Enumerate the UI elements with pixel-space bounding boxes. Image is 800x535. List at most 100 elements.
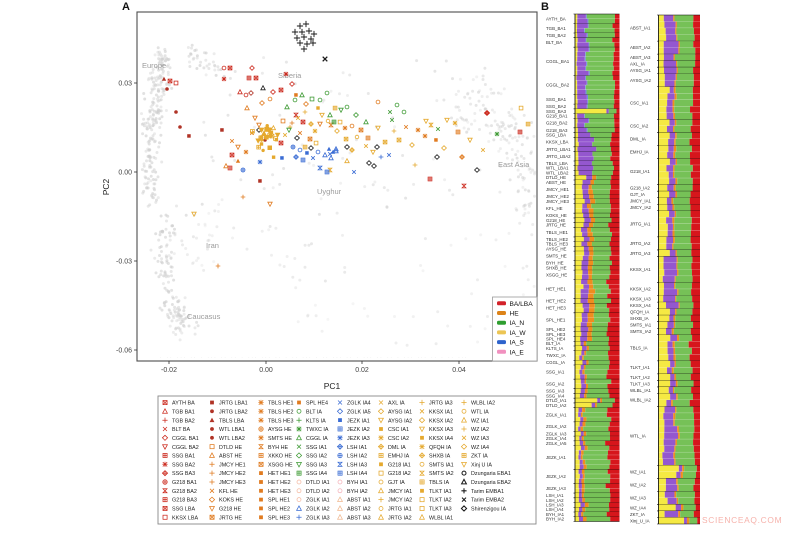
svg-text:JMCY IA1: JMCY IA1 bbox=[388, 489, 412, 495]
svg-text:KKSX IA1: KKSX IA1 bbox=[429, 409, 453, 415]
svg-text:-0.03: -0.03 bbox=[116, 258, 132, 265]
svg-text:G218 BA3: G218 BA3 bbox=[172, 498, 197, 504]
svg-text:SPL_HE2: SPL_HE2 bbox=[546, 327, 566, 332]
svg-text:BLT_BA: BLT_BA bbox=[546, 40, 562, 45]
svg-text:SPL HE2: SPL HE2 bbox=[268, 507, 290, 513]
svg-text:XKKO HE: XKKO HE bbox=[268, 454, 292, 460]
svg-text:KKSX_IA4: KKSX_IA4 bbox=[630, 303, 651, 308]
svg-text:TLKT_IA1: TLKT_IA1 bbox=[630, 365, 650, 370]
svg-text:G218_BA3: G218_BA3 bbox=[546, 128, 568, 133]
svg-text:JEZK IA1: JEZK IA1 bbox=[347, 418, 370, 424]
svg-text:XSGG HE: XSGG HE bbox=[268, 462, 293, 468]
svg-text:SSG BA3: SSG BA3 bbox=[172, 471, 195, 477]
svg-text:AYSG HE: AYSG HE bbox=[268, 427, 292, 433]
svg-text:G218_HE: G218_HE bbox=[546, 218, 565, 223]
svg-text:JRTG LBA2: JRTG LBA2 bbox=[219, 409, 248, 415]
svg-text:TBLS_HE1: TBLS_HE1 bbox=[546, 230, 569, 235]
svg-text:SSG BA2: SSG BA2 bbox=[172, 462, 195, 468]
svg-text:DTLD_HE: DTLD_HE bbox=[546, 175, 566, 180]
svg-text:TGB BA1: TGB BA1 bbox=[172, 409, 195, 415]
svg-text:BYH_IA2: BYH_IA2 bbox=[546, 517, 565, 522]
svg-text:Xinj_U_IA: Xinj_U_IA bbox=[630, 518, 650, 523]
svg-text:CGGL IA: CGGL IA bbox=[306, 436, 328, 442]
svg-text:PC1: PC1 bbox=[324, 381, 341, 391]
svg-text:Europe: Europe bbox=[142, 61, 166, 70]
svg-text:SSG LBA: SSG LBA bbox=[172, 507, 195, 513]
svg-text:SSG_IA4: SSG_IA4 bbox=[546, 393, 565, 398]
svg-text:BYH_HE: BYH_HE bbox=[546, 261, 564, 266]
svg-text:TBLS LBA: TBLS LBA bbox=[219, 418, 245, 424]
svg-text:IA_E: IA_E bbox=[510, 349, 525, 356]
svg-text:KLTS_IA: KLTS_IA bbox=[546, 346, 563, 351]
svg-text:ABST IA3: ABST IA3 bbox=[347, 515, 371, 521]
svg-text:SPL_HE1: SPL_HE1 bbox=[546, 318, 566, 323]
svg-text:SCIENCEAQ.COM: SCIENCEAQ.COM bbox=[702, 515, 782, 525]
svg-text:HET_HE3: HET_HE3 bbox=[546, 306, 566, 311]
svg-text:JMCY HE1: JMCY HE1 bbox=[219, 462, 246, 468]
svg-text:KFL_HE: KFL_HE bbox=[546, 206, 563, 211]
svg-text:LSH_IA3: LSH_IA3 bbox=[546, 503, 564, 508]
svg-text:DTLD IA1: DTLD IA1 bbox=[306, 480, 330, 486]
svg-text:TBLS_IA: TBLS_IA bbox=[630, 345, 648, 350]
svg-text:HET HE1: HET HE1 bbox=[268, 471, 291, 477]
svg-text:WZ_IA3: WZ_IA3 bbox=[630, 496, 646, 501]
svg-text:SSG BA1: SSG BA1 bbox=[172, 454, 195, 460]
svg-text:ZGLK_IA4: ZGLK_IA4 bbox=[546, 436, 567, 441]
svg-text:KOKS_HE: KOKS_HE bbox=[546, 213, 567, 218]
svg-text:JRTG_IA3: JRTG_IA3 bbox=[630, 251, 651, 256]
svg-text:IA_N: IA_N bbox=[510, 320, 525, 327]
svg-text:SMTS IA1: SMTS IA1 bbox=[429, 462, 454, 468]
svg-text:JEZK_IA2: JEZK_IA2 bbox=[546, 474, 566, 479]
svg-text:ZKT_IA: ZKT_IA bbox=[630, 512, 645, 517]
svg-text:SSG IA4: SSG IA4 bbox=[306, 471, 327, 477]
svg-text:G218 IA2: G218 IA2 bbox=[388, 471, 411, 477]
svg-text:SPL HE4: SPL HE4 bbox=[306, 401, 328, 407]
svg-text:SPL HE1: SPL HE1 bbox=[268, 498, 290, 504]
svg-text:CSC_IA2: CSC_IA2 bbox=[630, 124, 649, 129]
svg-text:XSGG_HE: XSGG_HE bbox=[546, 273, 567, 278]
svg-text:AXL IA: AXL IA bbox=[388, 401, 405, 407]
svg-text:AYTH BA: AYTH BA bbox=[172, 401, 195, 407]
svg-text:SPL HE3: SPL HE3 bbox=[268, 515, 290, 521]
svg-text:JRTG IA2: JRTG IA2 bbox=[388, 515, 412, 521]
svg-text:BLT_IA: BLT_IA bbox=[546, 341, 560, 346]
svg-text:SSG_IA2: SSG_IA2 bbox=[546, 382, 565, 387]
svg-text:ABST_IA1: ABST_IA1 bbox=[630, 26, 651, 31]
svg-text:SSG_IA1: SSG_IA1 bbox=[546, 370, 565, 375]
svg-text:ZKT IA: ZKT IA bbox=[471, 454, 488, 460]
svg-text:JRTG LBA1: JRTG LBA1 bbox=[219, 401, 248, 407]
svg-text:KLTS IA: KLTS IA bbox=[306, 418, 326, 424]
svg-text:TBLS IA: TBLS IA bbox=[429, 480, 449, 486]
svg-text:JMCY_HE1: JMCY_HE1 bbox=[546, 187, 569, 192]
svg-text:ZGLK IA1: ZGLK IA1 bbox=[306, 498, 330, 504]
svg-text:JMCY_HE3: JMCY_HE3 bbox=[546, 199, 569, 204]
svg-text:WZ_IA1: WZ_IA1 bbox=[630, 469, 646, 474]
svg-text:KKSX LBA: KKSX LBA bbox=[172, 515, 198, 521]
svg-text:SHXB_HE: SHXB_HE bbox=[546, 265, 567, 270]
svg-text:TLKT IA3: TLKT IA3 bbox=[429, 507, 452, 513]
svg-text:AYSG_IA2: AYSG_IA2 bbox=[630, 78, 651, 83]
svg-text:AXL_IA: AXL_IA bbox=[630, 62, 645, 67]
svg-text:JRTG_LBA1: JRTG_LBA1 bbox=[546, 147, 571, 152]
svg-text:BYH_IA1: BYH_IA1 bbox=[546, 512, 565, 517]
svg-text:TBLS_HE3: TBLS_HE3 bbox=[546, 242, 569, 247]
svg-text:LSH_IA4: LSH_IA4 bbox=[546, 507, 564, 512]
svg-text:ZGLK_IA2: ZGLK_IA2 bbox=[546, 424, 567, 429]
svg-text:WLBL_IA2: WLBL_IA2 bbox=[630, 398, 652, 403]
svg-text:JMCY HE3: JMCY HE3 bbox=[219, 480, 246, 486]
svg-text:TBLS_LBA: TBLS_LBA bbox=[546, 161, 568, 166]
svg-text:SPL_HE3: SPL_HE3 bbox=[546, 332, 566, 337]
svg-text:JMCY_IA1: JMCY_IA1 bbox=[630, 199, 652, 204]
svg-text:WTL LBA1: WTL LBA1 bbox=[219, 427, 245, 433]
svg-text:KKSX IA4: KKSX IA4 bbox=[429, 436, 453, 442]
svg-text:TWXC IA: TWXC IA bbox=[306, 427, 329, 433]
svg-text:HET_HE2: HET_HE2 bbox=[546, 299, 566, 304]
svg-text:Uyghur: Uyghur bbox=[317, 187, 342, 196]
svg-text:JMCY HE2: JMCY HE2 bbox=[219, 471, 246, 477]
svg-text:Iran: Iran bbox=[206, 241, 219, 250]
svg-text:ABST IA2: ABST IA2 bbox=[347, 507, 371, 513]
svg-text:CGGL_BA1: CGGL_BA1 bbox=[546, 59, 570, 64]
svg-text:JRTG_LBA2: JRTG_LBA2 bbox=[546, 154, 571, 159]
svg-text:WZ IA2: WZ IA2 bbox=[471, 427, 489, 433]
svg-text:LSH IA2: LSH IA2 bbox=[347, 454, 367, 460]
